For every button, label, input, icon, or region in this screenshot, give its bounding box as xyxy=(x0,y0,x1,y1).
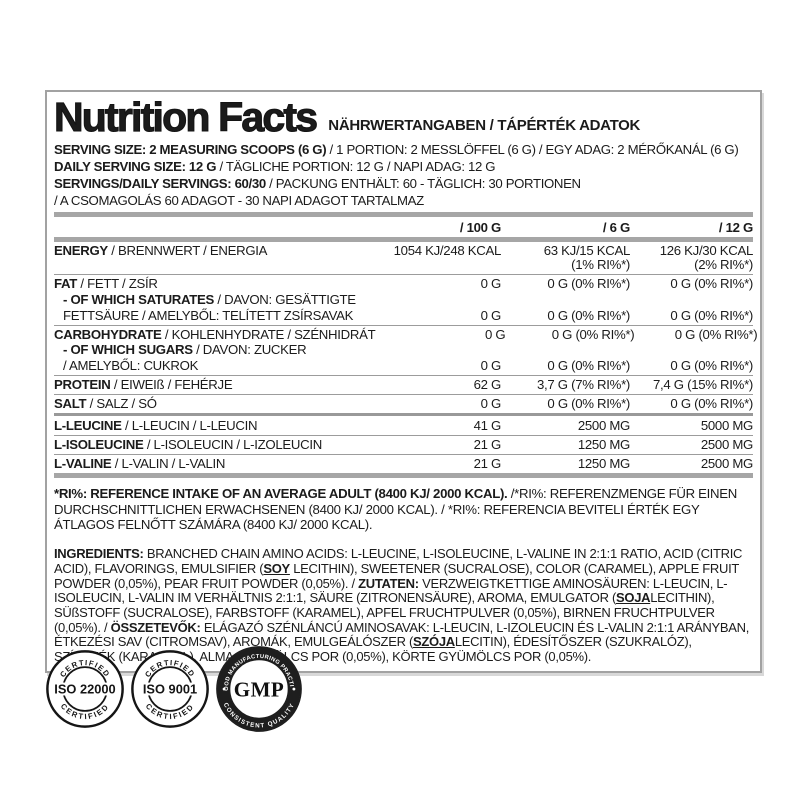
row-label: ENERGY / BRENNWERT / ENERGIA xyxy=(54,243,268,258)
table-row-carbohydrate: CARBOHYDRATE / KOHLENHYDRATE / SZÉNHIDRÁ… xyxy=(54,326,758,377)
row-label: FAT / FETT / ZSÍR xyxy=(54,275,158,291)
serving-line: DAILY SERVING SIZE: 12 G / TÄGLICHE PORT… xyxy=(54,159,496,174)
iso-22000-badge-icon: CERTIFIED CERTIFIED ISO 22000 xyxy=(46,650,124,728)
value-cell: 41 G xyxy=(473,418,502,434)
table-row-energy: ENERGY / BRENNWERT / ENERGIA 1054 KJ/248 … xyxy=(54,242,753,275)
column-header-100g: / 100 G xyxy=(459,220,501,235)
column-header-6g: / 6 G xyxy=(602,220,630,235)
value-cell: 0 G (0% RI%*) xyxy=(547,396,630,412)
value-cell: 0 G (0% RI%*) xyxy=(551,326,635,342)
table-row-salt: SALT / SALZ / SÓ 0 G 0 G (0% RI%*) 0 G (0% … xyxy=(54,395,753,417)
svg-text:ISO 9001: ISO 9001 xyxy=(143,682,197,697)
value-cell: 0 G xyxy=(484,326,506,342)
table-row-l-isoleucine: L-ISOLEUCINE / L-ISOLEUCIN / L-IZOLEUCIN… xyxy=(54,436,753,455)
value-cell: 0 G xyxy=(480,396,502,412)
value-cell: 0 G (0% RI%*) xyxy=(547,358,630,374)
table-row-l-valine: L-VALINE / L-VALIN / L-VALIN 21 G 1250 MG 2… xyxy=(54,455,753,478)
value-cell: 0 G (0% RI%*) xyxy=(547,307,630,323)
value-cell: 0 G xyxy=(480,358,502,374)
value-cell: 5000 MG xyxy=(700,418,753,434)
value-cell: 1250 MG xyxy=(577,436,630,452)
title-row: Nutrition Facts NÄHRWERTANGABEN / TÁPÉRT… xyxy=(53,94,753,140)
value-cell: 0 G (0% RI%*) xyxy=(670,396,753,412)
value-cell: 0 G (0% RI%*) xyxy=(670,275,753,291)
table-row-protein: PROTEIN / EIWEIß / FEHÉRJE 62 G 3,7 G (7% … xyxy=(54,376,753,396)
value-cell: 1054 KJ/248 KCAL xyxy=(393,243,502,258)
svg-text:GMP: GMP xyxy=(234,678,285,702)
row-label: - OF WHICH SUGARS / DAVON: ZUCKER xyxy=(63,342,307,358)
iso-9001-badge-icon: CERTIFIED CERTIFIED ISO 9001 xyxy=(131,650,209,728)
value-cell: 0 G xyxy=(480,307,502,323)
reference-intake-footnote: *RI%: REFERENCE INTAKE OF AN AVERAGE ADU… xyxy=(54,485,737,533)
row-label: - OF WHICH SATURATES / DAVON: GESÄTTIGTE xyxy=(63,291,356,307)
row-label: CARBOHYDRATE / KOHLENHYDRATE / SZÉNHIDRÁ… xyxy=(54,326,376,342)
value-cell: 2500 MG xyxy=(700,455,753,471)
value-cell: 0 G (0% RI%*) xyxy=(547,275,630,291)
value-cell: 2500 MG xyxy=(577,418,630,434)
value-cell: 0 G (0% RI%*) xyxy=(670,358,753,374)
value-cell: 1250 MG xyxy=(577,455,630,471)
value-cell: 63 KJ/15 KCAL (1% RI%*) xyxy=(543,243,631,272)
row-label: L-VALINE / L-VALIN / L-VALIN xyxy=(54,455,226,471)
ingredients-paragraph: INGREDIENTS: BRANCHED CHAIN AMINO ACIDS:… xyxy=(54,546,750,665)
row-label: PROTEIN / EIWEIß / FEHÉRJE xyxy=(54,377,233,393)
value-cell: 2500 MG xyxy=(700,436,753,452)
value-cell: 0 G (0% RI%*) xyxy=(670,307,753,323)
value-cell: 0 G (0% RI%*) xyxy=(674,326,758,342)
table-top-bar xyxy=(54,212,753,217)
value-cell: 62 G xyxy=(473,377,502,393)
table-header-bar xyxy=(54,237,753,242)
table-row-fat: FAT / FETT / ZSÍR 0 G 0 G (0% RI%*) 0 G (0%… xyxy=(54,275,753,326)
nutrition-label: Nutrition Facts NÄHRWERTANGABEN / TÁPÉRT… xyxy=(45,90,762,673)
value-cell: 21 G xyxy=(473,455,502,471)
nutrition-table: ENERGY / BRENNWERT / ENERGIA 1054 KJ/248 … xyxy=(54,242,758,478)
value-cell: 21 G xyxy=(473,436,502,452)
certification-badges: CERTIFIED CERTIFIED ISO 22000 CERTIFIED … xyxy=(45,645,303,733)
value-cell: 126 KJ/30 KCAL (2% RI%*) xyxy=(659,243,754,272)
row-label: / AMELYBŐL: CUKROK xyxy=(63,358,199,374)
row-label: SALT / SALZ / SÓ xyxy=(54,396,157,412)
row-label: FETTSÄURE / AMELYBŐL: TELÍTETT ZSÍRSAVAK xyxy=(63,307,354,323)
row-label: L-LEUCINE / L-LEUCIN / L-LEUCIN xyxy=(54,418,258,434)
page-title: Nutrition Facts xyxy=(53,94,318,140)
serving-line: / A CSOMAGOLÁS 60 ADAGOT - 30 NAPI ADAGO… xyxy=(54,193,424,208)
table-row-l-leucine: L-LEUCINE / L-LEUCIN / L-LEUCIN 41 G 2500 … xyxy=(54,417,753,436)
gmp-badge-icon: GOOD MANUFACTURING PRACTICE CONSISTENT Q… xyxy=(215,645,302,732)
value-cell: 7,4 G (15% RI%*) xyxy=(652,377,753,393)
serving-line: SERVING SIZE: 2 MEASURING SCOOPS (6 G) /… xyxy=(54,142,739,157)
value-cell: 0 G xyxy=(480,275,502,291)
row-label: L-ISOLEUCINE / L-ISOLEUCIN / L-IZOLEUCIN xyxy=(54,436,322,452)
table-header: / 100 G / 6 G / 12 G xyxy=(54,217,753,237)
subtitle: NÄHRWERTANGABEN / TÁPÉRTÉK ADATOK xyxy=(328,117,641,134)
column-header-12g: / 12 G xyxy=(718,220,753,235)
serving-line: SERVINGS/DAILY SERVINGS: 60/30 / PACKUNG… xyxy=(54,176,581,191)
svg-text:ISO 22000: ISO 22000 xyxy=(54,682,115,697)
value-cell: 3,7 G (7% RI%*) xyxy=(537,377,630,393)
serving-info: SERVING SIZE: 2 MEASURING SCOOPS (6 G) /… xyxy=(54,141,753,209)
